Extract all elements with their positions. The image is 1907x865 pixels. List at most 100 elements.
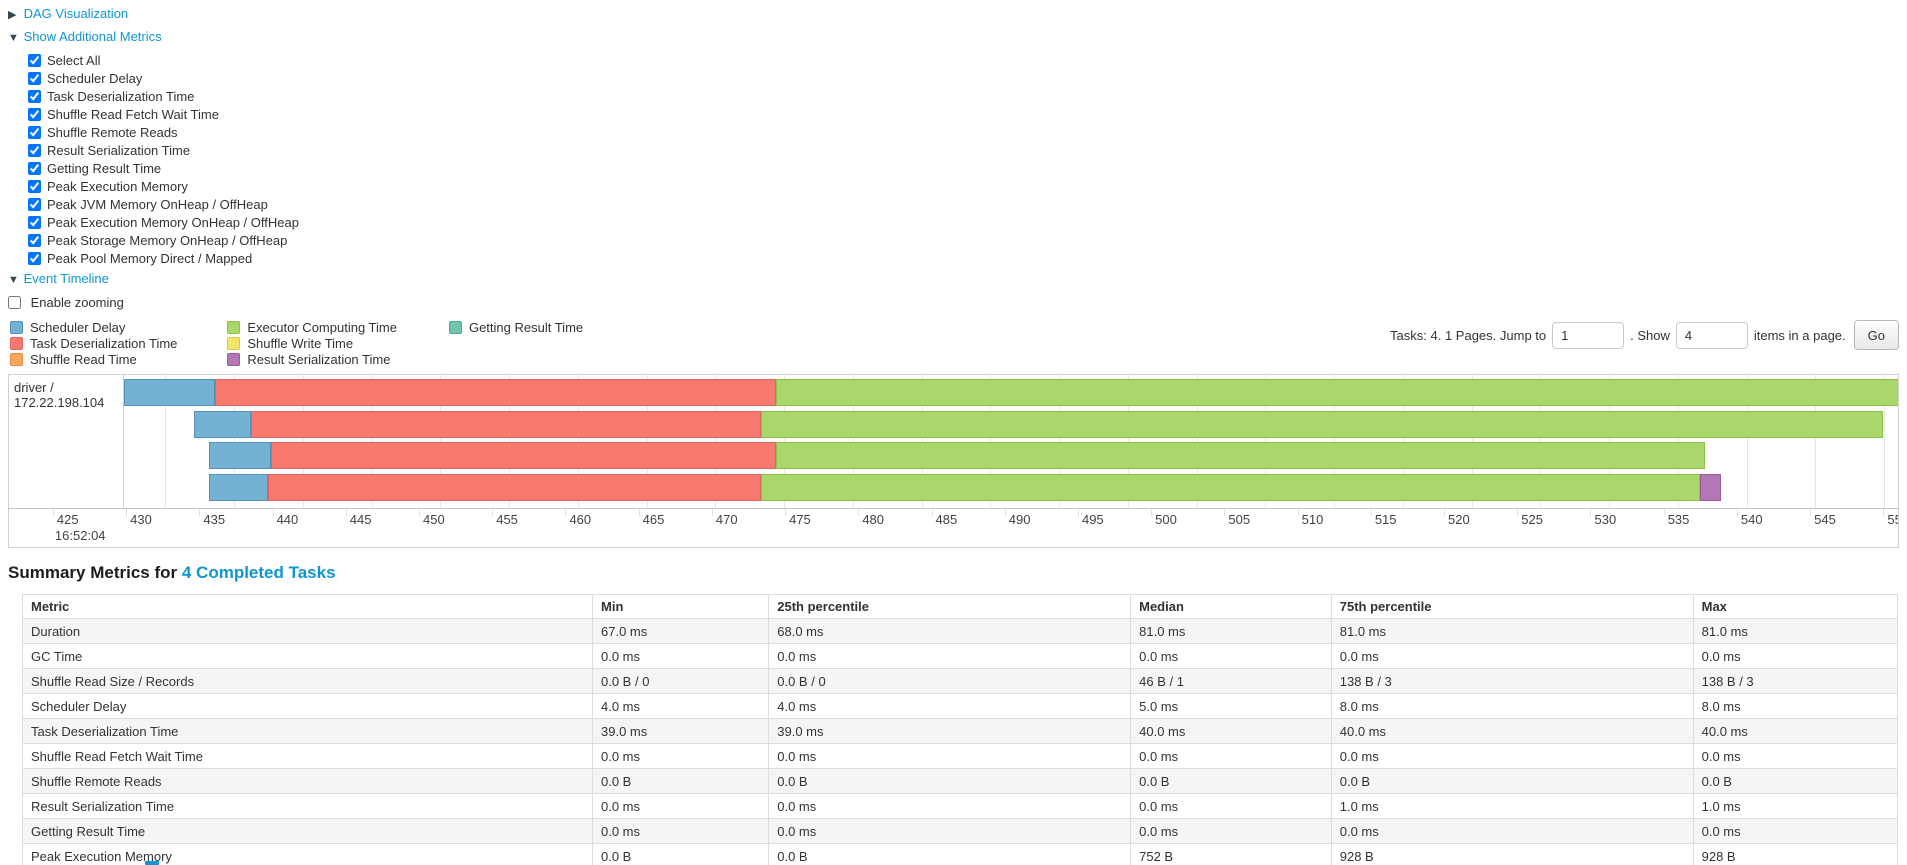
dag-visualization-toggle[interactable]: ▶ DAG Visualization: [0, 6, 1907, 23]
summary-metrics-heading-text: Summary Metrics for: [8, 563, 178, 582]
task-segment-red[interactable]: [214, 379, 776, 406]
metrics-table-cell: Duration: [22, 618, 593, 644]
metric-checkbox-peak-storage-memory-onheap-offheap[interactable]: [28, 234, 41, 247]
items-per-page-input[interactable]: [1675, 321, 1748, 349]
timeline-gridline: [1059, 375, 1061, 508]
collapsed-arrow-icon: ▶: [8, 9, 17, 21]
metrics-table-cell: 81.0 ms: [1692, 618, 1899, 644]
axis-tick-label: 435: [203, 512, 226, 527]
legend-item: Shuffle Read Time: [10, 352, 177, 367]
axis-tick-mark: [1370, 509, 1372, 516]
axis-tick-label: 495: [1081, 512, 1104, 527]
cutoff-blue-text-sliver[interactable]: [145, 861, 159, 865]
task-segment-purple[interactable]: [1699, 474, 1721, 501]
metric-checkbox-result-serialization-time[interactable]: [28, 144, 41, 157]
timeline-plot-area[interactable]: [124, 375, 1898, 508]
show-additional-metrics-link[interactable]: Show Additional Metrics: [23, 29, 162, 44]
metrics-table-cell: Scheduler Delay: [22, 693, 593, 719]
axis-tick-label: 540: [1740, 512, 1763, 527]
metrics-table-row: Result Serialization Time 0.0 ms 0.0 ms 0.0…: [22, 793, 1899, 819]
axis-tick-label: 505: [1228, 512, 1251, 527]
axis-tick-label: 470: [715, 512, 738, 527]
metrics-table-cell: 0.0 ms: [591, 793, 770, 819]
task-segment-red[interactable]: [250, 411, 761, 438]
metrics-table-cell: 68.0 ms: [768, 618, 1132, 644]
event-timeline-link[interactable]: Event Timeline: [23, 271, 109, 286]
metrics-table-cell: 0.0 ms: [591, 743, 770, 769]
task-segment-blue[interactable]: [209, 442, 272, 469]
metric-checkbox-shuffle-read-fetch-wait-time[interactable]: [28, 108, 41, 121]
metric-checkbox-getting-result-time[interactable]: [28, 162, 41, 175]
timeline-gridline: [1746, 375, 1748, 508]
metric-checkbox-label: Scheduler Delay: [47, 71, 143, 86]
metrics-table-cell: Peak Execution Memory: [22, 843, 593, 865]
axis-tick-mark: [419, 509, 420, 516]
metric-checkbox-row: Peak Execution Memory OnHeap / OffHeap: [28, 214, 1907, 232]
axis-tick-mark: [1297, 509, 1299, 516]
timeline-task-bar[interactable]: [124, 411, 1898, 438]
task-segment-blue[interactable]: [209, 474, 269, 501]
metrics-table-cell: 81.0 ms: [1330, 618, 1694, 644]
metrics-table-cell: 0.0 ms: [1330, 643, 1694, 669]
completed-tasks-link[interactable]: 4 Completed Tasks: [181, 563, 336, 582]
legend-column: Getting Result Time: [448, 320, 583, 368]
metric-checkbox-peak-execution-memory[interactable]: [28, 180, 41, 193]
timeline-legend-bar: Scheduler Delay Task Deserialization Time…: [0, 320, 1907, 368]
timeline-task-bar[interactable]: [124, 442, 1898, 469]
metrics-table-cell: 0.0 ms: [1130, 743, 1332, 769]
metric-checkbox-label: Select All: [47, 53, 101, 68]
show-additional-metrics-toggle[interactable]: ▼ Show Additional Metrics: [0, 29, 1907, 46]
metrics-table-cell: 0.0 ms: [1692, 643, 1899, 669]
dag-visualization-link[interactable]: DAG Visualization: [23, 6, 129, 21]
timeline-gridline: [577, 375, 579, 508]
metrics-table-cell: Shuffle Remote Reads: [22, 768, 593, 794]
metrics-table-row: Shuffle Read Size / Records 0.0 B / 0 0.0 …: [22, 668, 1899, 694]
task-segment-green[interactable]: [760, 411, 1883, 438]
timeline-task-bar[interactable]: [124, 474, 1898, 501]
metric-checkbox-task-deserialization-time[interactable]: [28, 90, 41, 103]
metrics-table-row: Scheduler Delay 4.0 ms 4.0 ms 5.0 ms 8.0 ms 8…: [22, 693, 1899, 719]
metric-checkbox-row: Peak Execution Memory: [28, 178, 1907, 196]
task-segment-green[interactable]: [775, 379, 1898, 406]
task-segment-blue[interactable]: [194, 411, 251, 438]
timeline-task-bar[interactable]: [124, 379, 1898, 406]
metric-checkbox-peak-jvm-memory-onheap-offheap[interactable]: [28, 198, 41, 211]
metric-checkbox-row: Task Deserialization Time: [28, 88, 1907, 106]
timeline-gridline: [234, 375, 235, 508]
task-segment-red[interactable]: [268, 474, 761, 501]
axis-tick-mark: [1444, 509, 1446, 516]
metrics-table-row: Duration 67.0 ms 68.0 ms 81.0 ms 81.0 ms 81.0…: [22, 618, 1899, 644]
metrics-table-cell: 39.0 ms: [591, 718, 770, 744]
metrics-table-cell: 1.0 ms: [1692, 793, 1899, 819]
metrics-table-cell: 138 B / 3: [1330, 668, 1694, 694]
metrics-column-header: Min: [591, 594, 770, 619]
metrics-table-cell: 0.0 B / 0: [591, 668, 770, 694]
task-segment-green[interactable]: [760, 474, 1700, 501]
metric-checkbox-row: Result Serialization Time: [28, 142, 1907, 160]
legend-column: Executor Computing Time Shuffle Write Tim…: [227, 320, 397, 368]
metric-checkbox-shuffle-remote-reads[interactable]: [28, 126, 41, 139]
metric-checkbox-select-all[interactable]: [28, 54, 41, 67]
metrics-table-cell: 928 B: [1330, 843, 1694, 865]
axis-tick-mark: [1736, 509, 1738, 516]
task-segment-blue[interactable]: [124, 379, 215, 406]
task-segment-green[interactable]: [775, 442, 1706, 469]
metric-checkbox-peak-pool-memory-direct-mapped[interactable]: [28, 252, 41, 265]
timeline-gridline: [852, 375, 854, 508]
metric-checkbox-scheduler-delay[interactable]: [28, 72, 41, 85]
enable-zooming-checkbox[interactable]: [8, 296, 21, 309]
metrics-table-cell: 0.0 B: [768, 843, 1132, 865]
event-timeline-toggle[interactable]: ▼ Event Timeline: [0, 271, 1907, 288]
task-pagination: Tasks: 4. 1 Pages. Jump to . Show items …: [1390, 320, 1899, 350]
axis-tick-label: 465: [642, 512, 665, 527]
timeline-gridline: [509, 375, 511, 508]
metrics-table-cell: Task Deserialization Time: [22, 718, 593, 744]
metrics-table-cell: 0.0 ms: [591, 643, 770, 669]
metrics-table-row: Peak Execution Memory 0.0 B 0.0 B 752 B 928 …: [22, 843, 1899, 865]
metric-checkbox-peak-execution-memory-onheap-offheap[interactable]: [28, 216, 41, 229]
go-button[interactable]: Go: [1853, 320, 1899, 350]
metrics-table-cell: 0.0 ms: [1330, 743, 1694, 769]
jump-to-page-input[interactable]: [1552, 321, 1625, 349]
metrics-table-cell: Shuffle Read Size / Records: [22, 668, 593, 694]
task-segment-red[interactable]: [271, 442, 776, 469]
